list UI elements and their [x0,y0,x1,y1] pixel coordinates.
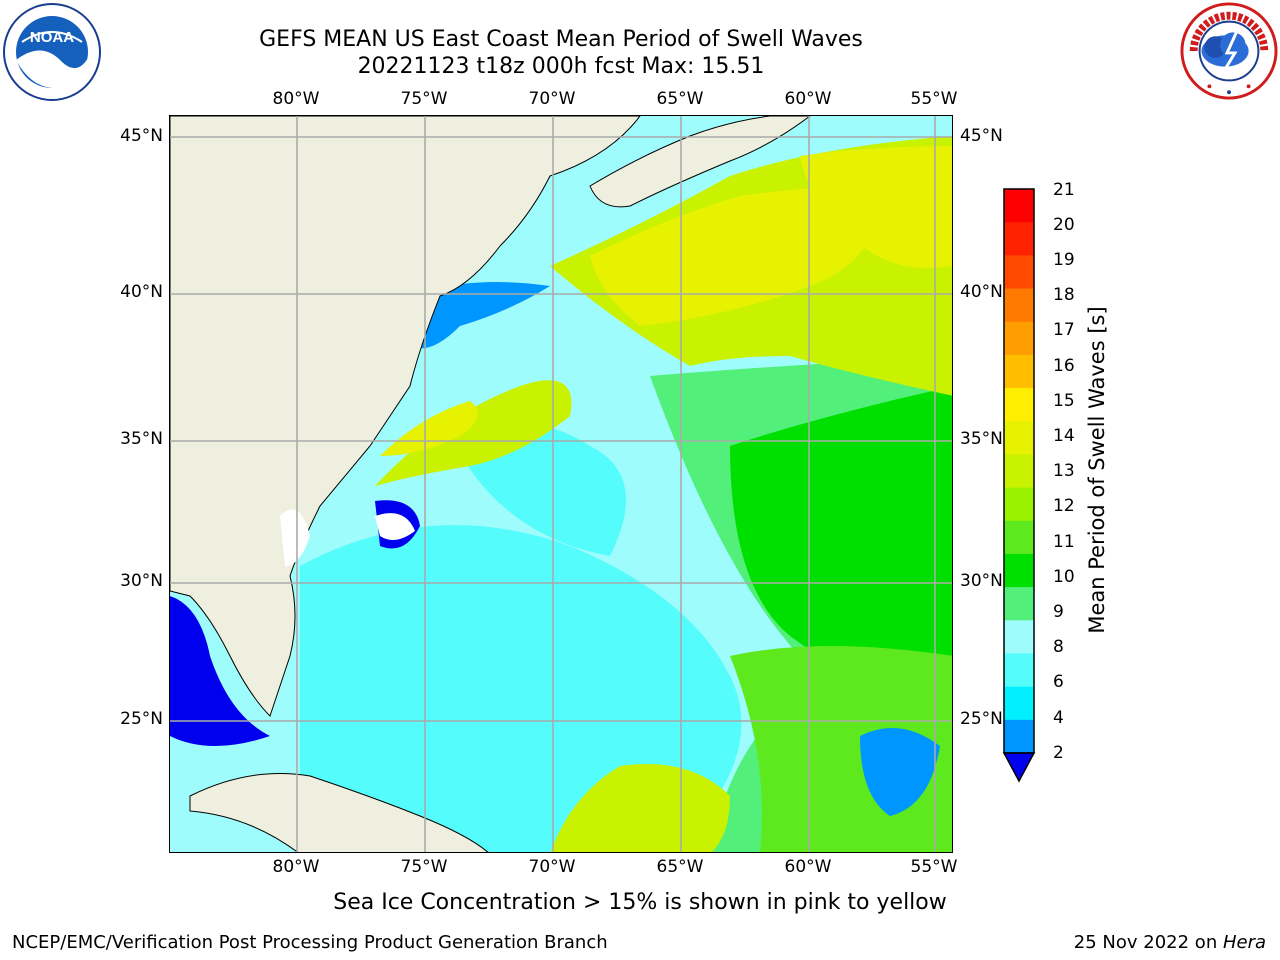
colorbar-tick-label: 20 [1053,215,1075,235]
colorbar-segment [1004,288,1034,323]
colorbar-tick-label: 10 [1053,567,1075,587]
colorbar-tick-label: 17 [1053,320,1075,340]
colorbar-segment [1004,719,1034,754]
colorbar-tick-label: 4 [1053,708,1064,728]
lon-label-bottom: 60°W [784,857,832,877]
sea-ice-caption: Sea Ice Concentration > 15% is shown in … [0,890,1280,915]
colorbar-tick-label: 2 [1053,743,1064,763]
lon-label-top: 70°W [528,89,576,109]
colorbar-segment [1004,354,1034,389]
colorbar-segment [1004,520,1034,555]
colorbar-segment [1004,620,1034,654]
colorbar-tick-label: 9 [1053,602,1064,622]
colorbar-segment [1004,587,1034,621]
colorbar-extend-arrow [1002,752,1036,783]
lat-label-right: 45°N [960,126,1003,146]
footer-date: 25 Nov 2022 on Hera [1074,932,1266,953]
colorbar [1002,188,1036,783]
noaa-logo: NOAA [3,3,101,101]
lon-label-top: 60°W [784,89,832,109]
footer-branch: NCEP/EMC/Verification Post Processing Pr… [12,932,608,953]
lat-label-left: 40°N [120,282,163,302]
noaa-text: NOAA [30,29,74,46]
title-line-1: GEFS MEAN US East Coast Mean Period of S… [259,27,863,52]
colorbar-segment [1004,255,1034,290]
colorbar-tick-label: 8 [1053,637,1064,657]
colorbar-segment [1004,189,1034,223]
lat-label-right: 40°N [960,282,1003,302]
lat-label-right: 25°N [960,709,1003,729]
colorbar-segment [1004,553,1034,588]
lon-label-bottom: 75°W [400,857,448,877]
lat-label-left: 25°N [120,709,163,729]
colorbar-tick-label: 21 [1053,180,1075,200]
lon-label-bottom: 80°W [272,857,320,877]
colorbar-tick-label: 19 [1053,250,1075,270]
colorbar-tick-label: 15 [1053,391,1075,411]
colorbar-tick-label: 12 [1053,496,1075,516]
map-panel [169,115,953,853]
lat-label-left: 45°N [120,126,163,146]
colorbar-segment [1004,321,1034,356]
nws-logo [1180,2,1278,100]
colorbar-tick-label: 16 [1053,356,1075,376]
lat-label-left: 30°N [120,571,163,591]
chart-title: GEFS MEAN US East Coast Mean Period of S… [0,26,1122,80]
lat-label-left: 35°N [120,429,163,449]
colorbar-tick-label: 14 [1053,426,1075,446]
colorbar-tick-label: 11 [1053,532,1075,552]
colorbar-tick-label: 6 [1053,672,1064,692]
colorbar-segment [1004,388,1034,422]
colorbar-segment [1004,222,1034,256]
colorbar-segment [1004,653,1034,688]
lon-label-top: 55°W [910,89,958,109]
lat-label-right: 30°N [960,571,1003,591]
footer-host: Hera [1222,932,1266,953]
lon-label-bottom: 70°W [528,857,576,877]
colorbar-segment [1004,454,1034,489]
lat-label-right: 35°N [960,429,1003,449]
lon-label-bottom: 65°W [656,857,704,877]
lon-label-top: 75°W [400,89,448,109]
sea-ice-caption-text: Sea Ice Concentration > 15% is shown in … [333,890,947,915]
lon-label-top: 65°W [656,89,704,109]
lon-label-bottom: 55°W [910,857,958,877]
swell-period-field [170,116,952,852]
title-line-2: 20221123 t18z 000h fcst Max: 15.51 [357,54,765,79]
lon-label-top: 80°W [272,89,320,109]
colorbar-segment [1004,487,1034,522]
colorbar-tick-label: 13 [1053,461,1075,481]
colorbar-segment [1004,421,1034,455]
colorbar-tick-label: 18 [1053,285,1075,305]
footer-date-text: 25 Nov 2022 on [1073,932,1223,953]
colorbar-title: Mean Period of Swell Waves [s] [1085,306,1109,634]
colorbar-segment [1004,686,1034,721]
